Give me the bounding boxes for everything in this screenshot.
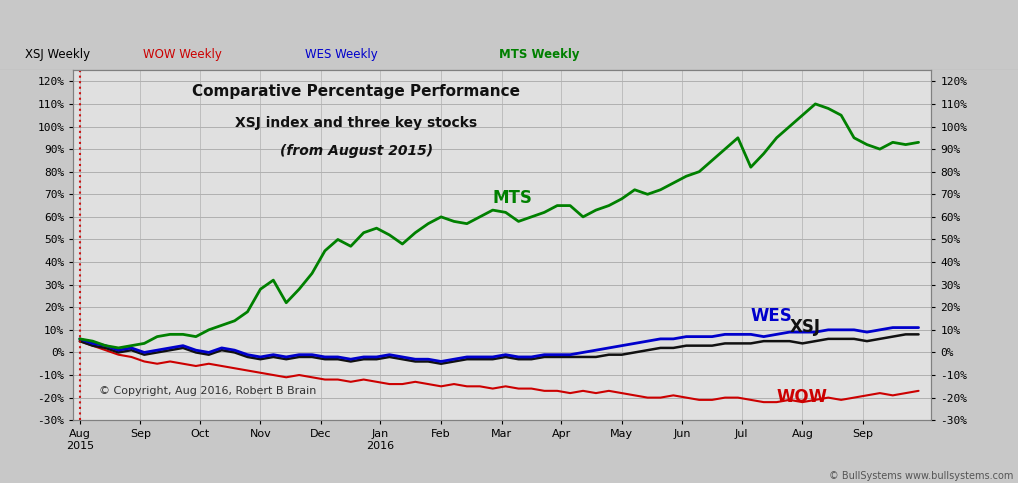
Text: WOW: WOW [777,388,828,406]
Text: © BullSystems www.bullsystems.com: © BullSystems www.bullsystems.com [829,470,1013,481]
Text: XSJ index and three key stocks: XSJ index and three key stocks [235,115,477,129]
Text: WES: WES [751,307,793,325]
Text: (from August 2015): (from August 2015) [280,143,433,157]
Text: MTS Weekly: MTS Weekly [499,48,579,61]
Text: XSJ: XSJ [790,318,821,336]
Text: XSJ Weekly: XSJ Weekly [25,48,91,61]
Text: Comparative Percentage Performance: Comparative Percentage Performance [192,84,520,99]
Text: MTS: MTS [493,189,532,207]
Text: WES Weekly: WES Weekly [305,48,378,61]
Text: © Copyright, Aug 2016, Robert B Brain: © Copyright, Aug 2016, Robert B Brain [99,386,317,396]
Text: WOW Weekly: WOW Weekly [143,48,221,61]
